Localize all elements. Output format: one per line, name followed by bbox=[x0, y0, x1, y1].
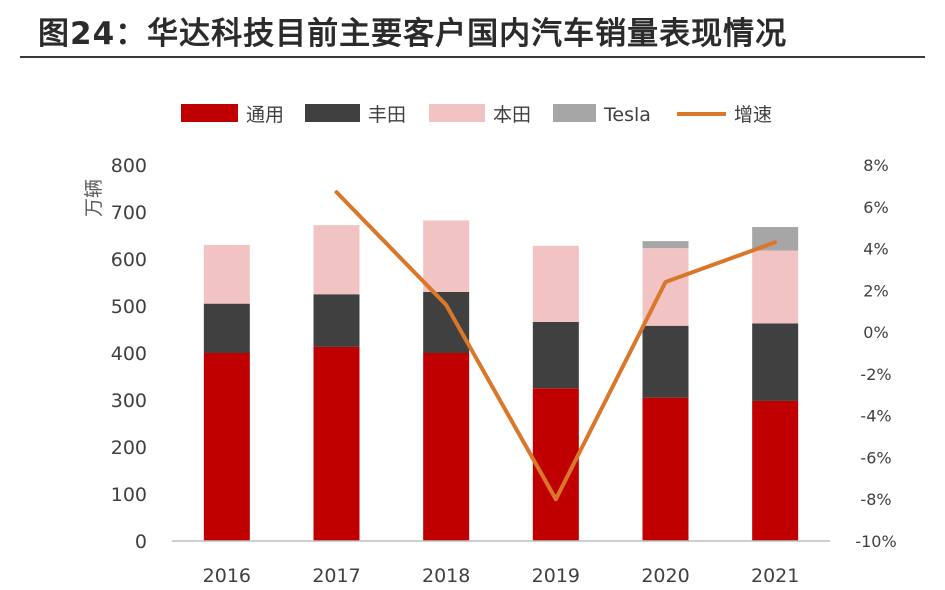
y2-tick-label: 0% bbox=[863, 323, 888, 342]
page-title: 图24：华达科技目前主要客户国内汽车销量表现情况 bbox=[38, 16, 788, 52]
bar-本田-2018 bbox=[423, 220, 470, 292]
legend-swatch bbox=[429, 104, 485, 122]
bar-通用-2016 bbox=[203, 353, 250, 541]
bar-丰田-2021 bbox=[752, 323, 799, 401]
title-underline bbox=[20, 56, 925, 58]
y2-tick-label: -4% bbox=[860, 407, 891, 426]
x-tick-label: 2020 bbox=[641, 565, 689, 587]
x-axis: 2016 2017 2018 2019 2020 2021 bbox=[172, 540, 830, 587]
y2-tick-label: -2% bbox=[860, 365, 891, 384]
legend-label: Tesla bbox=[603, 104, 651, 126]
bar-丰田-2018 bbox=[423, 291, 470, 353]
bar-本田-2016 bbox=[203, 244, 250, 304]
bar-通用-2017 bbox=[313, 346, 360, 541]
bars bbox=[203, 220, 799, 541]
x-tick-label: 2019 bbox=[532, 565, 580, 587]
y-tick-label: 700 bbox=[111, 202, 147, 224]
y-tick-label: 500 bbox=[111, 296, 147, 318]
x-tick-label: 2016 bbox=[203, 565, 251, 587]
bar-通用-2021 bbox=[752, 400, 799, 541]
x-tick-label: 2017 bbox=[312, 565, 360, 587]
y-tick-label: 0 bbox=[135, 531, 147, 553]
bar-丰田-2016 bbox=[203, 303, 250, 353]
y2-tick-label: 4% bbox=[863, 240, 888, 259]
x-tick-label: 2018 bbox=[422, 565, 470, 587]
y2-tick-label: -6% bbox=[860, 448, 891, 467]
legend: 通用 丰田 本田 Tesla 增速 bbox=[181, 104, 772, 126]
bar-丰田-2017 bbox=[313, 294, 360, 347]
bar-本田-2021 bbox=[752, 250, 799, 324]
y-axis-right: -10% -8% -6% -4% -2% 0% 2% 4% 6% 8% bbox=[855, 156, 896, 551]
y-axis-title: 万辆 bbox=[83, 179, 105, 217]
y2-tick-label: -8% bbox=[860, 490, 891, 509]
y2-tick-label: 2% bbox=[863, 281, 888, 300]
legend-label: 通用 bbox=[246, 104, 284, 126]
bar-通用-2020 bbox=[642, 397, 689, 541]
y-axis-left: 0 100 200 300 400 500 600 700 800 bbox=[111, 155, 147, 553]
y-tick-label: 300 bbox=[111, 390, 147, 412]
bar-本田-2017 bbox=[313, 225, 360, 295]
y-tick-label: 100 bbox=[111, 484, 147, 506]
y-tick-label: 200 bbox=[111, 437, 147, 459]
bar-通用-2018 bbox=[423, 353, 470, 541]
y2-tick-label: 6% bbox=[863, 198, 888, 217]
legend-label: 丰田 bbox=[368, 104, 406, 126]
legend-swatch bbox=[305, 104, 360, 122]
bar-本田-2019 bbox=[532, 245, 579, 322]
y-tick-label: 400 bbox=[111, 343, 147, 365]
legend-swatch bbox=[553, 104, 596, 122]
y-tick-label: 600 bbox=[111, 249, 147, 271]
legend-label: 增速 bbox=[734, 104, 772, 126]
growth-line bbox=[334, 190, 778, 502]
y2-tick-label: -10% bbox=[855, 532, 896, 551]
y-tick-label: 800 bbox=[111, 155, 147, 177]
bar-丰田-2020 bbox=[642, 325, 689, 398]
legend-label: 本田 bbox=[493, 104, 531, 126]
x-tick-label: 2021 bbox=[751, 565, 799, 587]
bar-丰田-2019 bbox=[532, 321, 579, 389]
legend-swatch bbox=[181, 104, 238, 122]
y2-tick-label: 8% bbox=[863, 156, 888, 175]
bar-Tesla-2020 bbox=[642, 241, 689, 249]
